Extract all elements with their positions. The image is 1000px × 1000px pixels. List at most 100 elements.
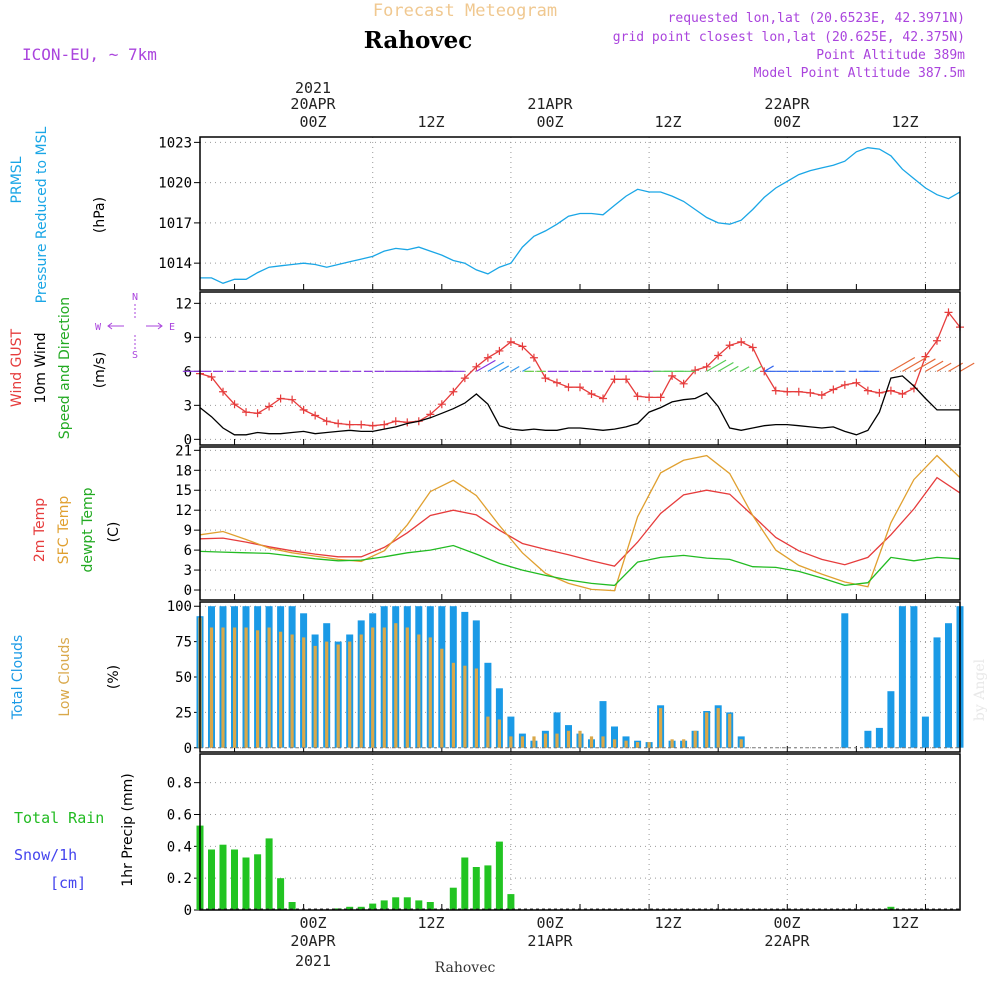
- gust-marker: [576, 383, 584, 392]
- top-hour-3: 00Z: [536, 113, 563, 131]
- series-wind-gust: [199, 311, 961, 427]
- gust-marker: [806, 388, 815, 397]
- rain-bar: [461, 857, 469, 910]
- cloud-label-2: Low Clouds: [57, 637, 73, 716]
- y-tick-label: 12: [175, 296, 192, 312]
- gust-marker: [794, 387, 803, 396]
- low-cloud-bar: [302, 637, 306, 748]
- wind-direction-arrow: [752, 365, 762, 372]
- rain-bar: [426, 902, 434, 910]
- total-cloud-bar: [599, 701, 607, 748]
- rain-bar: [242, 857, 250, 910]
- top-hour-4: 12Z: [654, 113, 681, 131]
- y-tick-label: 12: [175, 503, 192, 519]
- top-hour-1: 00Z: [299, 113, 326, 131]
- total-cloud-bar: [887, 691, 895, 748]
- low-cloud-bar: [705, 712, 709, 748]
- cloud-unit: (%): [106, 665, 122, 689]
- bottom-hour-1: 00Z: [299, 914, 326, 932]
- y-tick-label: 3: [184, 563, 192, 579]
- gust-marker: [886, 386, 895, 395]
- gust-marker: [541, 374, 550, 383]
- low-cloud-bar: [233, 627, 237, 748]
- gust-marker: [334, 419, 343, 428]
- wind-label-1: Wind GUST: [9, 328, 25, 407]
- requested-coords: requested lon,lat (20.6523E, 42.3971N): [668, 11, 965, 26]
- wind-direction-arrow: [740, 366, 750, 372]
- gust-marker: [564, 383, 573, 392]
- total-cloud-bar: [611, 726, 618, 748]
- gridpoint-coords: grid point closest lon,lat (20.625E, 42.…: [613, 30, 965, 45]
- gust-marker: [357, 420, 366, 429]
- y-tick-label: 75: [175, 635, 192, 651]
- model-name: ICON-EU, ~ 7km: [22, 45, 157, 64]
- y-tick-label: 9: [184, 523, 192, 539]
- gust-marker: [230, 400, 239, 409]
- rain-bar: [208, 849, 215, 910]
- low-cloud-bar: [325, 641, 329, 748]
- watermark: by Angel: [972, 658, 988, 721]
- gust-marker: [426, 410, 435, 419]
- low-cloud-bar: [728, 713, 732, 748]
- low-cloud-bar: [566, 730, 571, 748]
- series-2m-temp: [199, 476, 961, 567]
- total-cloud-bar: [921, 716, 929, 748]
- wind-direction-arrow: [729, 365, 739, 372]
- wind-direction-arrow: [902, 356, 928, 372]
- compass-w: W: [95, 322, 102, 333]
- gust-marker: [299, 405, 308, 414]
- bottom-hour-2: 12Z: [417, 914, 444, 932]
- total-cloud-bar: [507, 716, 515, 748]
- footer-location: Rahovec: [435, 960, 496, 976]
- series-prmsl: [200, 147, 961, 285]
- low-cloud-bar: [417, 634, 421, 748]
- rain-bar: [369, 903, 377, 910]
- rain-bar: [357, 906, 365, 910]
- wind-label-2: 10m Wind: [33, 332, 49, 403]
- low-cloud-bar: [520, 736, 524, 748]
- rain-bar: [484, 865, 492, 910]
- gust-marker: [748, 343, 757, 352]
- y-tick-label: 3: [184, 398, 192, 414]
- y-tick-label: 1017: [158, 216, 192, 232]
- rain-bar: [449, 887, 457, 910]
- gust-marker: [863, 386, 872, 395]
- top-hour-5: 00Z: [773, 113, 800, 131]
- low-cloud-bar: [543, 733, 548, 748]
- y-tick-label: 0: [184, 432, 192, 448]
- gust-marker: [771, 386, 780, 395]
- gust-marker: [380, 420, 389, 429]
- low-cloud-bar: [589, 736, 594, 748]
- panel-wind: 0 3 6 9 12: [175, 292, 960, 448]
- gust-marker: [552, 378, 561, 387]
- low-cloud-bar: [267, 627, 271, 748]
- wind-direction-arrow: [487, 361, 505, 372]
- wind-direction-arrow: [925, 360, 944, 372]
- wind-direction-arrow: [499, 365, 510, 372]
- wind-direction-arrow: [913, 358, 936, 372]
- gust-marker: [668, 371, 677, 380]
- y-tick-label: 25: [175, 705, 192, 721]
- wind-direction-arrow: [510, 366, 520, 372]
- y-tick-label: 1020: [158, 176, 192, 192]
- low-cloud-bar: [624, 740, 628, 748]
- rain-bar: [415, 900, 423, 910]
- rain-bar: [254, 854, 262, 910]
- low-cloud-bar: [382, 627, 386, 748]
- rain-bar: [380, 900, 388, 910]
- y-tick-label: 0: [184, 741, 192, 757]
- bottom-date-1: 20APR: [290, 932, 336, 950]
- gust-marker: [265, 402, 274, 411]
- low-cloud-bar: [636, 742, 640, 748]
- panel-precip: 0 0.2 0.4 0.6 0.8: [167, 754, 960, 919]
- y-tick-label: 21: [175, 443, 192, 459]
- y-tick-label: 0.4: [167, 839, 192, 855]
- point-altitude: Point Altitude 389m: [816, 48, 965, 63]
- wind-label-3: Speed and Direction: [57, 297, 73, 439]
- y-tick-label: 18: [175, 463, 192, 479]
- low-cloud-bar: [670, 739, 674, 748]
- low-cloud-bar: [555, 733, 559, 748]
- y-tick-label: 0: [184, 903, 192, 919]
- y-tick-label: 50: [175, 670, 192, 686]
- gust-marker: [645, 393, 654, 402]
